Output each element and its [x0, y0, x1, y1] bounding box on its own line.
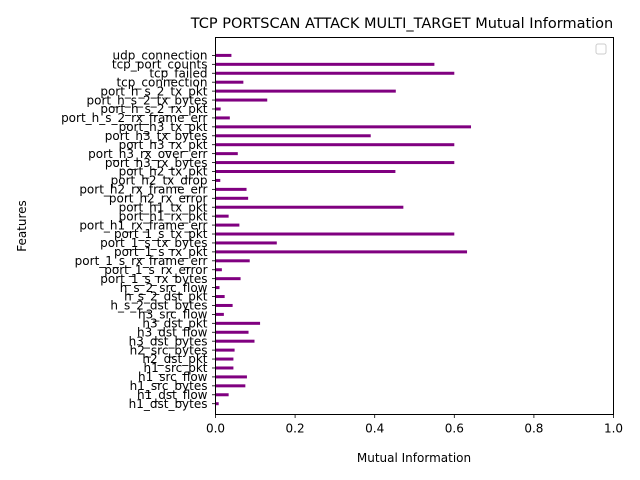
y-tick-label: h1_dst_bytes [129, 397, 208, 411]
y-tick-label: port_h_s_2_rx_pkt [100, 102, 207, 116]
plot-frame [215, 37, 614, 415]
y-tick-label: port_h2_tx_drop [111, 174, 208, 188]
bar-h_s_2_dst_pkt [215, 295, 225, 299]
bar-h3_dst_bytes [215, 339, 255, 343]
bar-port_h_s_2_rx_frame_err [215, 116, 230, 120]
y-tick-label: port_h1_tx_pkt [119, 200, 208, 214]
bar-udp_connection [215, 53, 232, 57]
y-tick-label: port_1_s_rx_pkt [114, 245, 208, 259]
bar-h1_dst_bytes [215, 402, 219, 406]
x-tick-label: 0.6 [445, 422, 464, 436]
bar-tcp_failed [215, 71, 455, 75]
bar-port_1_s_rx_error [215, 268, 222, 272]
y-tick-label: h3_src_flow [138, 308, 208, 322]
bar-port_h2_rx_frame_err [215, 187, 247, 191]
x-tick-label: 0.8 [524, 422, 543, 436]
bar-port_h3_tx_bytes [215, 134, 371, 138]
bar-port_h1_tx_pkt [215, 205, 404, 209]
bar-h1_src_pkt [215, 366, 234, 370]
y-tick-label: port_h2_rx_error [109, 191, 208, 205]
y-tick-label: port_h_s_2_rx_frame_err [61, 111, 207, 125]
y-tick-label: port_h2_rx_frame_err [79, 183, 207, 197]
y-tick-label: h1_dst_flow [137, 388, 208, 402]
bar-h3_src_flow [215, 312, 224, 316]
y-tick-label: port_h1_rx_frame_err [79, 218, 207, 232]
bar-port_h1_rx_frame_err [215, 223, 240, 227]
y-tick-label: h_s_2_dst_bytes [110, 299, 207, 313]
y-tick-label: port_1_s_rx_error [104, 263, 207, 277]
y-tick-label: udp_connection [113, 49, 208, 63]
legend-box [595, 43, 607, 55]
x-axis-ticks: 0.0 0.2 0.4 0.6 0.8 1.0 [206, 414, 623, 436]
y-tick-label: port_h_s_2_tx_bytes [87, 93, 208, 107]
bar-h3_dst_flow [215, 330, 249, 334]
bar-h2_src_bytes [215, 348, 235, 352]
chart-title: TCP PORTSCAN ATTACK MULTI_TARGET Mutual … [190, 16, 613, 32]
bar-series [215, 53, 472, 406]
y-axis-ticks: h1_dst_bytesh1_dst_flowh1_src_bytesh1_sr… [61, 49, 216, 411]
y-tick-label: h3_dst_flow [137, 325, 208, 339]
bar-h_s_2_dst_bytes [215, 303, 233, 307]
y-tick-label: port_h3_rx_bytes [105, 156, 208, 170]
y-tick-label: h1_src_pkt [143, 361, 207, 375]
bar-port_1_s_rx_frame_err [215, 259, 250, 263]
bar-port_1_s_tx_bytes [215, 241, 277, 245]
bar-port_h_s_2_tx_bytes [215, 98, 268, 102]
y-tick-label: port_h2_tx_pkt [119, 165, 208, 179]
y-tick-label: port_1_s_rx_bytes [100, 272, 207, 286]
bar-port_h_s_2_tx_pkt [215, 89, 396, 93]
y-tick-label: h2_src_bytes [130, 343, 208, 357]
y-tick-label: port_1_s_rx_frame_err [75, 254, 208, 268]
y-tick-label: tcp_failed [149, 66, 207, 80]
bar-h3_dst_pkt [215, 321, 261, 325]
bar-port_1_s_rx_pkt [215, 250, 468, 254]
bar-port_h3_rx_over_err [215, 152, 238, 156]
y-tick-label: h_s_2_dst_pkt [124, 290, 208, 304]
y-tick-label: h3_dst_bytes [129, 334, 208, 348]
bar-tcp_port_counts [215, 62, 435, 66]
bar-h1_src_flow [215, 375, 247, 379]
y-tick-label: port_1_s_tx_pkt [114, 227, 208, 241]
bar-port_h2_rx_error [215, 196, 249, 200]
y-tick-label: port_h3_tx_bytes [105, 129, 208, 143]
y-tick-label: h1_src_flow [138, 370, 208, 384]
bar-port_h2_tx_pkt [215, 170, 396, 173]
bar-port_1_s_tx_pkt [215, 232, 455, 236]
bar-h1_src_bytes [215, 384, 246, 388]
bar-port_h1_rx_pkt [215, 214, 229, 218]
bar-port_h_s_2_rx_pkt [215, 107, 221, 111]
y-tick-label: port_h3_tx_pkt [119, 120, 208, 134]
y-tick-label: h_s_2_src_flow [120, 281, 208, 295]
y-tick-label: port_h3_rx_pkt [119, 138, 208, 152]
bar-port_h3_rx_bytes [215, 161, 455, 165]
y-tick-label: port_1_s_tx_bytes [100, 236, 207, 250]
bar-port_h3_rx_pkt [215, 143, 455, 147]
x-axis-label: Mutual Information [357, 451, 471, 465]
y-tick-label: h3_dst_pkt [142, 317, 207, 331]
bar-h2_dst_pkt [215, 357, 234, 361]
bar-port_h2_tx_drop [215, 178, 221, 182]
x-tick-label: 0.0 [206, 422, 225, 436]
y-tick-label: port_h1_rx_pkt [119, 209, 208, 223]
bar-port_1_s_rx_bytes [215, 277, 241, 281]
y-tick-label: tcp_connection [116, 75, 207, 89]
y-axis-label: Features [15, 200, 29, 252]
y-tick-label: h1_src_bytes [130, 379, 208, 393]
bar-port_h3_tx_pkt [215, 125, 472, 129]
y-tick-label: h2_dst_pkt [142, 352, 207, 366]
x-tick-label: 0.4 [365, 422, 384, 436]
y-tick-label: tcp_port_counts [112, 58, 208, 72]
y-tick-label: port_h3_rx_over_err [88, 147, 207, 161]
x-tick-label: 0.2 [286, 422, 305, 436]
bar-h_s_2_src_flow [215, 286, 220, 290]
y-tick-label: port_h_s_2_tx_pkt [100, 84, 207, 98]
x-tick-label: 1.0 [604, 422, 623, 436]
bar-tcp_connection [215, 80, 244, 84]
bar-h1_dst_flow [215, 393, 229, 397]
